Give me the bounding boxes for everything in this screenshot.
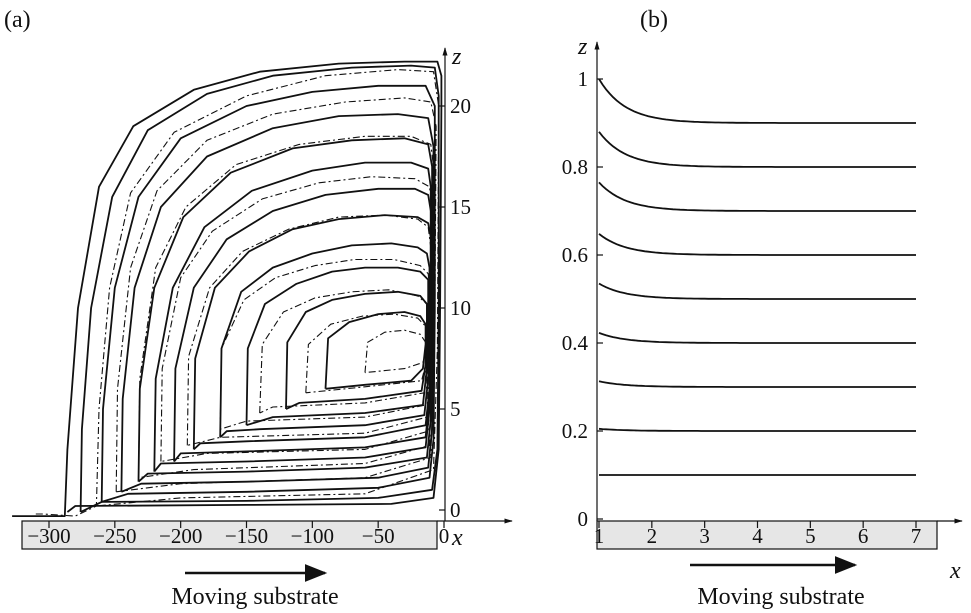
streamline-dashed (364, 329, 427, 374)
y-axis-label-b: z (577, 34, 588, 60)
y-tick-label: 5 (450, 397, 461, 421)
streamline (598, 78, 916, 124)
streamline-dashed (115, 97, 437, 493)
streamline-solid (79, 64, 440, 513)
streamline-solid (285, 290, 428, 410)
streamline-solid (100, 84, 436, 503)
y-tick-label: 0.8 (562, 155, 588, 179)
streamline-dashed (137, 135, 435, 479)
streamline-solid (324, 311, 427, 390)
y-tick-label: 10 (450, 296, 471, 320)
x-tick-label: −150 (225, 524, 268, 548)
caption-a: Moving substrate (171, 584, 338, 610)
x-tick-label: 4 (752, 524, 763, 548)
y-tick-label: 0.4 (562, 331, 589, 355)
streamline (598, 233, 916, 256)
x-tick-label: −100 (291, 524, 334, 548)
streamline-dashed (35, 69, 440, 517)
panel-a: (a) x z 0 5 10 15 20 −300 −250 −200 −150 −100 −50… (4, 7, 513, 610)
streamline-solid (137, 137, 433, 483)
x-axis-label-b: x (949, 558, 961, 584)
streamline (598, 181, 916, 212)
y-tick-label: 0 (450, 498, 461, 522)
streamlines-b (598, 78, 916, 476)
y-tick-label: 15 (450, 195, 471, 219)
x-tick-label: 1 (594, 524, 605, 548)
y-tick-label: 1 (578, 67, 589, 91)
y-tick-label: 0.2 (562, 419, 588, 443)
caption-b: Moving substrate (697, 584, 864, 610)
x-tick-label: 0 (439, 524, 450, 548)
streamline-solid (153, 161, 432, 473)
streamline-solid (12, 60, 443, 517)
y-ticks-a: 0 5 10 15 20 (439, 94, 471, 522)
streamline-dashed (160, 176, 433, 463)
x-ticks-a: −300 −250 −200 −150 −100 −50 0 (27, 521, 449, 548)
x-tick-label: 7 (911, 524, 922, 548)
x-tick-label: 5 (805, 524, 816, 548)
streamline-solid (245, 266, 430, 427)
y-ticks-b: 0 0.2 0.4 0.6 0.8 1 (562, 67, 603, 531)
x-tick-label: −200 (159, 524, 202, 548)
streamline (598, 380, 916, 388)
x-tick-label: −300 (27, 524, 70, 548)
x-tick-label: −50 (362, 524, 395, 548)
streamline-solid (120, 113, 435, 493)
streamline-solid (173, 187, 432, 463)
streamline-dashed (259, 289, 429, 414)
streamline-solid (192, 214, 432, 451)
x-axis-label-a: x (451, 525, 463, 551)
streamline-dashed (305, 313, 428, 394)
substrate-bar-a (21, 520, 438, 550)
streamline-dashed (219, 258, 431, 430)
streamline (598, 427, 916, 432)
y-tick-label: 0.6 (562, 243, 588, 267)
streamline-dashed (186, 214, 432, 446)
x-tick-label: 3 (699, 524, 710, 548)
streamline-solid (219, 242, 431, 438)
panel-b-label: (b) (640, 7, 668, 33)
streamline (598, 282, 916, 300)
y-axis-label-a: z (451, 44, 462, 70)
streamline (598, 131, 916, 168)
x-tick-label: −250 (93, 524, 136, 548)
x-ticks-b: 1 2 3 4 5 6 7 (594, 521, 922, 548)
streamline (598, 332, 916, 344)
panel-a-label: (a) (4, 7, 31, 33)
streamlines-a (12, 60, 443, 517)
y-tick-label: 20 (450, 94, 471, 118)
substrate-bar-b (596, 520, 938, 550)
x-tick-label: 2 (647, 524, 658, 548)
panel-b: (b) x z 0 0.2 0.4 0.6 0.8 1 1 2 3 4 5 6 7 Moving su… (562, 7, 963, 610)
x-tick-label: 6 (858, 524, 869, 548)
y-tick-label: 0 (578, 507, 589, 531)
